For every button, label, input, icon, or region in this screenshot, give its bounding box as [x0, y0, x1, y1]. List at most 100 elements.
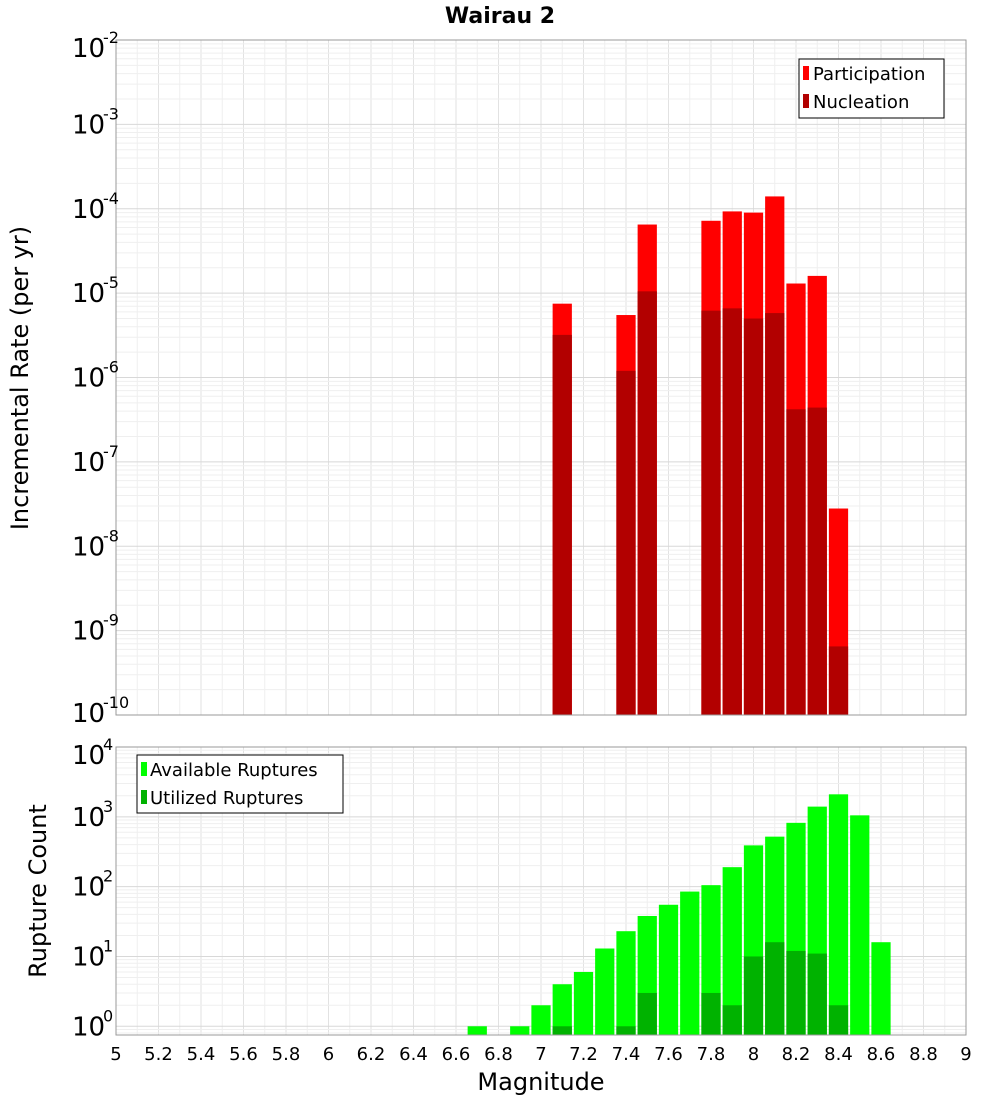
bar-utilized-ruptures — [807, 953, 827, 1035]
bottom-y-tick: 10 — [72, 803, 105, 833]
top-y-tick: 10 — [72, 532, 105, 562]
bottom-plot-frame — [115, 746, 967, 1036]
x-tick: 5.4 — [187, 1044, 216, 1065]
top-y-tick-exponent: -3 — [103, 104, 119, 123]
bar-available-ruptures — [850, 815, 870, 1035]
x-tick: 6.4 — [399, 1044, 428, 1065]
bar-available-ruptures — [616, 931, 636, 1035]
x-tick: 8.2 — [782, 1044, 811, 1065]
top-legend: Participation Nucleation — [798, 58, 945, 119]
bottom-y-tick-exponent: 4 — [103, 735, 113, 754]
legend-label-available: Available Ruptures — [150, 760, 318, 781]
top-y-tick-exponent: -5 — [103, 273, 119, 292]
top-y-tick: 10 — [72, 195, 105, 225]
bottom-y-tick-exponent: 3 — [103, 797, 113, 816]
bar-available-ruptures — [722, 867, 742, 1035]
bar-utilized-ruptures — [765, 942, 785, 1035]
bar-nucleation — [765, 313, 785, 715]
x-tick: 7.4 — [612, 1044, 641, 1065]
bar-available-ruptures — [573, 971, 594, 1035]
x-tick: 6.2 — [357, 1044, 386, 1065]
bar-nucleation — [807, 407, 827, 715]
chart-title: Wairau 2 — [445, 4, 555, 29]
x-tick: 8 — [748, 1044, 759, 1065]
top-panel: 10-210-310-410-510-610-710-810-910-10 In… — [6, 28, 967, 729]
top-y-tick: 10 — [72, 448, 105, 478]
bottom-y-tick-exponent: 2 — [103, 867, 113, 886]
bar-nucleation — [637, 291, 657, 715]
top-y-tick-exponent: -10 — [103, 693, 129, 712]
bar-utilized-ruptures — [743, 956, 764, 1035]
x-tick: 5.2 — [144, 1044, 173, 1065]
x-tick: 7.6 — [654, 1044, 683, 1065]
bottom-y-tick-exponent: 0 — [103, 1006, 113, 1025]
bar-utilized-ruptures — [637, 992, 657, 1035]
top-y-tick-exponent: -6 — [103, 358, 119, 377]
bottom-y-axis-label: Rupture Count — [24, 804, 52, 978]
top-y-tick-exponent: -7 — [103, 442, 119, 461]
top-y-tick-exponent: -9 — [103, 611, 119, 630]
bottom-legend-box — [136, 754, 344, 814]
top-y-tick: 10 — [72, 279, 105, 309]
x-tick: 7.8 — [697, 1044, 726, 1065]
bottom-y-tick-exponent: 1 — [103, 936, 113, 955]
bar-available-ruptures — [595, 948, 615, 1035]
top-bars — [552, 196, 849, 716]
bar-utilized-ruptures — [828, 1005, 849, 1035]
x-tick: 6 — [323, 1044, 334, 1065]
bar-nucleation — [552, 334, 572, 715]
bar-available-ruptures — [510, 1026, 530, 1035]
bottom-y-tick: 10 — [72, 942, 105, 972]
bar-nucleation — [616, 370, 636, 715]
legend-label-utilized: Utilized Ruptures — [150, 788, 303, 809]
top-y-tick-exponent: -2 — [103, 28, 119, 47]
bar-available-ruptures — [828, 794, 849, 1035]
bar-available-ruptures — [871, 942, 891, 1035]
top-y-tick: 10 — [72, 699, 105, 729]
bar-nucleation — [786, 409, 806, 715]
x-tick: 8.6 — [867, 1044, 896, 1065]
top-y-tick: 10 — [72, 34, 105, 64]
x-tick: 8.8 — [909, 1044, 938, 1065]
bar-available-ruptures — [658, 904, 679, 1035]
top-legend-box — [798, 58, 945, 119]
x-tick: 8.4 — [824, 1044, 853, 1065]
x-tick: 7.2 — [569, 1044, 598, 1065]
top-y-axis-label: Incremental Rate (per yr) — [6, 226, 34, 530]
bar-available-ruptures — [680, 891, 700, 1035]
legend-swatch-participation — [803, 66, 809, 80]
x-tick: 7 — [535, 1044, 546, 1065]
bar-utilized-ruptures — [552, 1026, 572, 1035]
x-axis-label: Magnitude — [477, 1068, 604, 1096]
x-tick: 6.8 — [484, 1044, 513, 1065]
bottom-y-tick: 10 — [72, 741, 105, 771]
x-tick-labels: 5 5.2 5.4 5.6 5.8 6 6.2 6.4 6.6 6.8 7 7.2 7.4 7.6 7.8 8… — [110, 1044, 971, 1065]
top-plot-frame — [115, 39, 967, 716]
bar-nucleation — [828, 646, 849, 715]
bottom-bars — [467, 794, 891, 1035]
bar-available-ruptures — [531, 1005, 551, 1035]
bottom-legend: Available Ruptures Utilized Ruptures — [136, 754, 344, 814]
legend-swatch-nucleation — [803, 94, 809, 108]
top-y-tick: 10 — [72, 110, 105, 140]
top-y-tick-exponent: -4 — [103, 189, 119, 208]
bar-nucleation — [722, 308, 742, 715]
bar-available-ruptures — [467, 1026, 487, 1035]
legend-label-participation: Participation — [813, 64, 925, 85]
bottom-y-tick: 10 — [72, 1012, 105, 1042]
bar-utilized-ruptures — [701, 992, 721, 1035]
bar-utilized-ruptures — [722, 1005, 742, 1035]
bar-utilized-ruptures — [616, 1026, 636, 1035]
legend-swatch-available — [141, 762, 147, 776]
top-y-tick-labels: 10-210-310-410-510-610-710-810-910-10 — [72, 28, 129, 729]
top-y-tick-exponent: -8 — [103, 526, 119, 545]
x-tick: 5.8 — [272, 1044, 301, 1065]
x-tick: 9 — [960, 1044, 971, 1065]
x-tick: 6.6 — [442, 1044, 471, 1065]
top-y-tick: 10 — [72, 617, 105, 647]
x-tick: 5 — [110, 1044, 121, 1065]
bar-nucleation — [701, 310, 721, 715]
bar-utilized-ruptures — [786, 950, 806, 1035]
